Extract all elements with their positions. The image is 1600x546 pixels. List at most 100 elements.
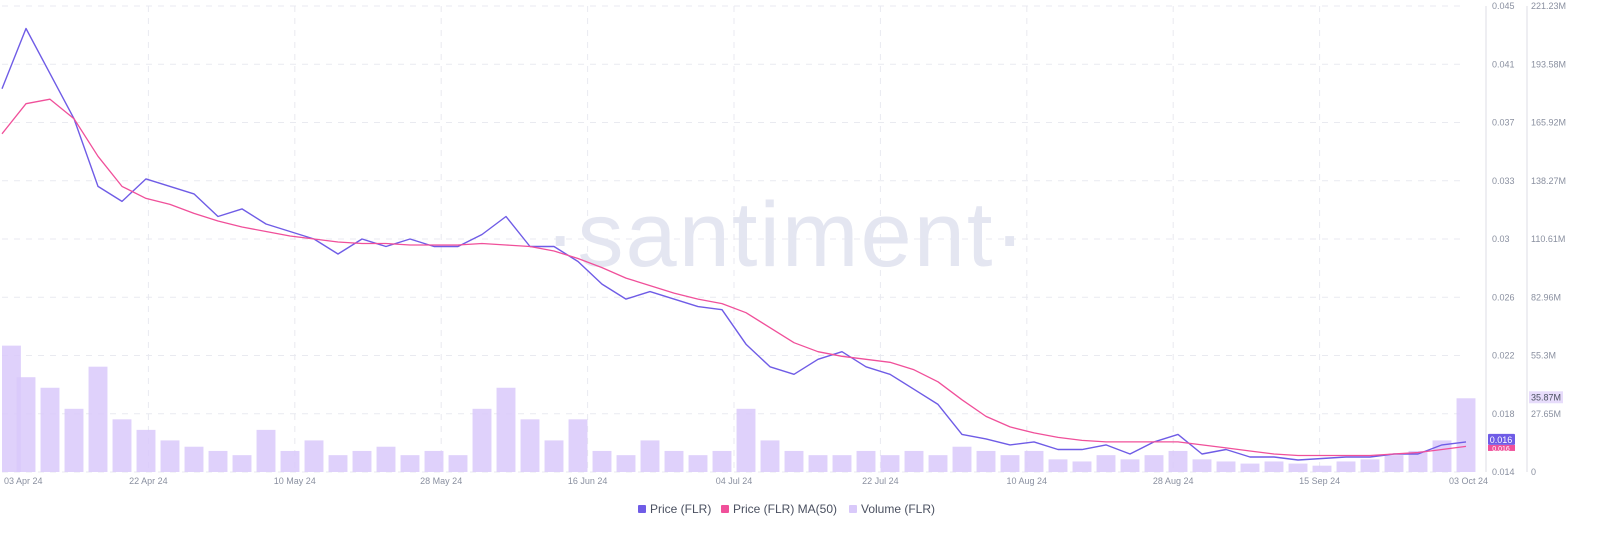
volume-bar — [1144, 455, 1164, 472]
x-tick-label: 16 Jun 24 — [568, 476, 608, 486]
legend-swatch — [849, 505, 857, 513]
y-right-tick-label: 55.3M — [1531, 351, 1556, 361]
y-right-tick-label: 110.61M — [1531, 234, 1565, 244]
volume-bar — [1024, 450, 1044, 472]
axis-layer: 0.045 0.041 0.037 0.033 0.03 0.026 0.022 0.018 0… — [4, 1, 1566, 486]
y-right-tick-label: 193.58M — [1531, 59, 1566, 69]
x-tick-label: 28 Aug 24 — [1153, 476, 1194, 486]
legend-swatch — [721, 505, 729, 513]
volume-bar — [688, 455, 708, 472]
volume-bar — [616, 455, 636, 472]
line-layer — [1, 27, 1467, 461]
volume-bar — [952, 446, 972, 472]
x-tick-label: 04 Jul 24 — [716, 476, 753, 486]
volume-bar — [472, 408, 492, 472]
volume-bar — [664, 450, 684, 472]
price-current-label: 0.016 — [1490, 435, 1513, 445]
volume-bar — [496, 387, 516, 472]
volume-bar — [736, 408, 756, 472]
volume-bar — [856, 450, 876, 472]
volume-bar — [16, 377, 36, 472]
volume-bar — [1168, 450, 1188, 472]
volume-bar — [304, 440, 324, 472]
volume-bar — [712, 450, 732, 472]
y-left-tick-label: 0.033 — [1492, 176, 1515, 186]
ma-current-badge — [1488, 444, 1515, 451]
legend: Price (FLR) Price (FLR) MA(50) Volume (FLR… — [638, 502, 935, 516]
ma50-line — [1, 98, 1467, 457]
y-left-tick-label: 0.018 — [1492, 409, 1515, 419]
volume-bar — [640, 440, 660, 472]
volume-bar — [424, 450, 444, 472]
santiment-watermark: ·santiment· — [545, 184, 1027, 286]
volume-current-badge — [1529, 391, 1563, 404]
x-tick-label: 03 Apr 24 — [4, 476, 43, 486]
y-right-tick-label: 221.23M — [1531, 1, 1566, 11]
volume-bar — [928, 455, 948, 472]
volume-bar — [184, 446, 204, 472]
volume-bar — [160, 440, 180, 472]
volume-bar — [328, 455, 348, 472]
volume-bar — [568, 419, 588, 472]
y-left-tick-label: 0.041 — [1492, 59, 1515, 69]
legend-label: Price (FLR) — [650, 502, 711, 516]
volume-bar — [2, 345, 21, 472]
volume-bar — [448, 455, 468, 472]
volume-bar — [64, 408, 84, 472]
volume-bar — [1000, 455, 1020, 472]
volume-bar — [832, 455, 852, 472]
volume-bar — [1384, 455, 1404, 472]
volume-bar — [1360, 459, 1380, 472]
volume-bar — [544, 440, 564, 472]
volume-bar — [1264, 461, 1284, 472]
volume-bar — [784, 450, 804, 472]
y-left-tick-label: 0.045 — [1492, 1, 1515, 11]
volume-bar — [808, 455, 828, 472]
volume-bar — [1120, 459, 1140, 472]
y-right-tick-label: 0 — [1531, 467, 1536, 477]
volume-bar — [1072, 461, 1092, 472]
volume-bar — [880, 455, 900, 472]
volume-bar — [760, 440, 780, 472]
volume-bar — [112, 419, 132, 472]
y-left-tick-label: 0.037 — [1492, 118, 1515, 128]
x-tick-label: 10 May 24 — [274, 476, 316, 486]
volume-bar — [1240, 463, 1260, 472]
volume-bar — [1408, 450, 1428, 472]
volume-bar — [904, 450, 924, 472]
volume-bar — [376, 446, 396, 472]
volume-bar — [40, 387, 60, 472]
legend-label: Price (FLR) MA(50) — [733, 502, 837, 516]
y-right-tick-label: 27.65M — [1531, 409, 1561, 419]
y-left-tick-label: 0.014 — [1492, 467, 1515, 477]
volume-layer — [2, 345, 1476, 472]
volume-bar — [352, 450, 372, 472]
volume-current-label: 35.87M — [1531, 392, 1561, 402]
volume-bar — [592, 450, 612, 472]
y-left-tick-label: 0.026 — [1492, 292, 1515, 302]
y-right-tick-label: 138.27M — [1531, 176, 1566, 186]
volume-bar — [256, 429, 276, 472]
volume-bar — [400, 455, 420, 472]
volume-bar — [1312, 465, 1332, 472]
y-left-tick-label: 0.022 — [1492, 351, 1515, 361]
x-tick-label: 15 Sep 24 — [1299, 476, 1340, 486]
price-current-badge — [1488, 433, 1515, 445]
volume-bar — [1216, 461, 1236, 472]
legend-label: Volume (FLR) — [861, 502, 935, 516]
volume-bar — [136, 429, 156, 472]
volume-bar — [1288, 463, 1308, 472]
volume-bar — [1456, 398, 1476, 472]
x-tick-label: 03 Oct 24 — [1449, 476, 1488, 486]
volume-bar — [1096, 455, 1116, 472]
volume-bar — [1048, 459, 1068, 472]
y-right-tick-label: 165.92M — [1531, 118, 1566, 128]
x-tick-label: 22 Jul 24 — [862, 476, 899, 486]
volume-bar — [1192, 459, 1212, 472]
x-tick-label: 22 Apr 24 — [129, 476, 168, 486]
legend-swatch — [638, 505, 646, 513]
x-tick-label: 10 Aug 24 — [1007, 476, 1048, 486]
volume-bar — [280, 450, 300, 472]
volume-bar — [976, 450, 996, 472]
